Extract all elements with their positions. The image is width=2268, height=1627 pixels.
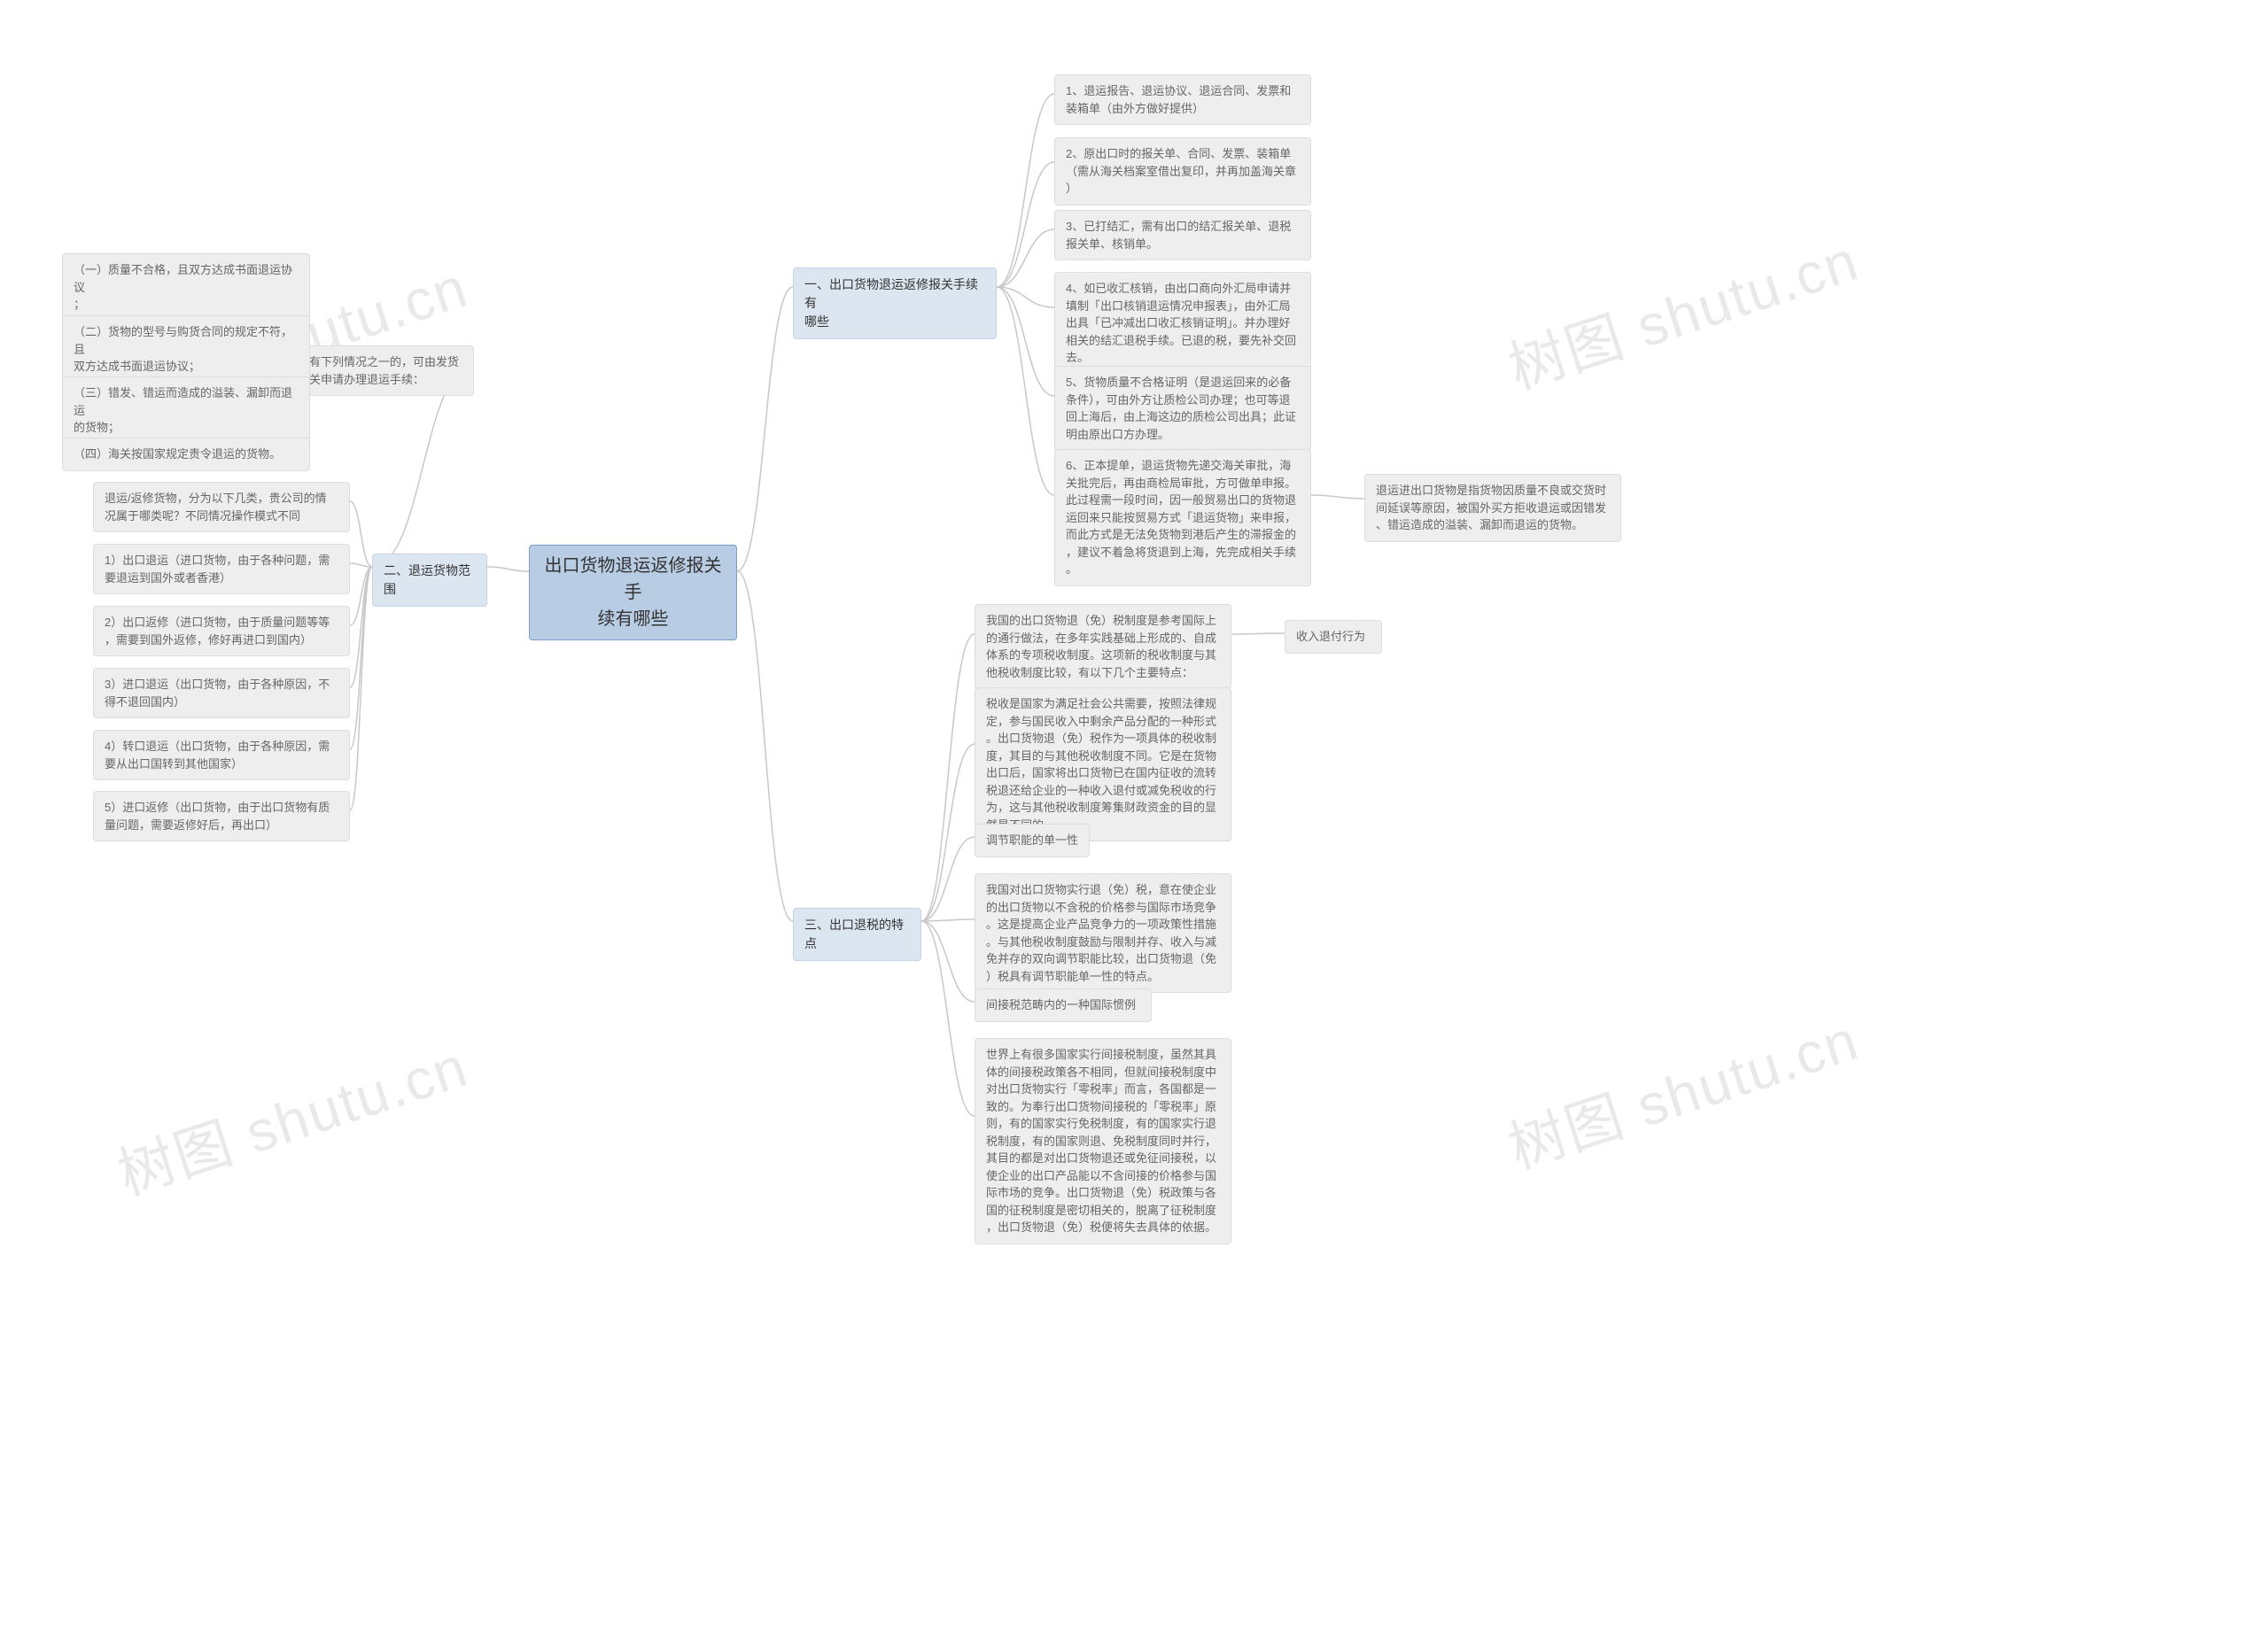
leaf-node: 我国对出口货物实行退（免）税，意在使企业 的出口货物以不含税的价格参与国际市场竞… (975, 873, 1231, 993)
leaf-node: 退运进出口货物是指货物因质量不良或交货时 间延误等原因，被国外买方拒收退运或因错… (1364, 474, 1621, 542)
leaf-node: 1）出口退运（进口货物，由于各种问题，需 要退运到国外或者香港） (93, 544, 350, 594)
mindmap-canvas: 树图 shutu.cn树图 shutu.cn树图 shutu.cn树图 shut… (0, 0, 2268, 1627)
branch-node: 三、出口退税的特点 (793, 908, 921, 961)
leaf-node: 3）进口退运（出口货物，由于各种原因，不 得不退回国内） (93, 668, 350, 718)
leaf-node: （四）海关按国家规定责令退运的货物。 (62, 438, 310, 471)
leaf-node: 6、正本提单，退运货物先递交海关审批，海 关批完后，再由商检局审批，方可做单申报… (1054, 449, 1311, 586)
leaf-node: 5、货物质量不合格证明（是退运回来的必备 条件），可由外方让质检公司办理；也可等… (1054, 366, 1311, 451)
leaf-node: 调节职能的单一性 (975, 824, 1090, 857)
branch-node: 一、出口货物退运返修报关手续有 哪些 (793, 267, 997, 339)
leaf-node: 间接税范畴内的一种国际惯例 (975, 988, 1152, 1022)
leaf-node: 2、原出口时的报关单、合同、发票、装箱单 （需从海关档案室借出复印，并再加盖海关… (1054, 137, 1311, 205)
root-node: 出口货物退运返修报关手 续有哪些 (529, 545, 737, 640)
leaf-node: 税收是国家为满足社会公共需要，按照法律规 定，参与国民收入中剩余产品分配的一种形… (975, 687, 1231, 841)
leaf-node: 世界上有很多国家实行间接税制度，虽然其具 体的间接税政策各不相同，但就间接税制度… (975, 1038, 1231, 1244)
leaf-node: （一）质量不合格，且双方达成书面退运协议 ； (62, 253, 310, 322)
leaf-node: 我国的出口货物退（免）税制度是参考国际上 的通行做法，在多年实践基础上形成的、自… (975, 604, 1231, 689)
branch-node: 二、退运货物范围 (372, 554, 487, 607)
leaf-node: 5）进口返修（出口货物，由于出口货物有质 量问题，需要返修好后，再出口） (93, 791, 350, 841)
leaf-node: （三）错发、错运而造成的溢装、漏卸而退运 的货物； (62, 376, 310, 445)
leaf-node: 1、退运报告、退运协议、退运合同、发票和 装箱单（由外方做好提供） (1054, 74, 1311, 125)
leaf-node: 2）出口返修（进口货物，由于质量问题等等 ，需要到国外返修，修好再进口到国内） (93, 606, 350, 656)
leaf-node: 4）转口退运（出口货物，由于各种原因，需 要从出口国转到其他国家） (93, 730, 350, 780)
leaf-node: （二）货物的型号与购货合同的规定不符，且 双方达成书面退运协议； (62, 315, 310, 384)
leaf-node: 4、如已收汇核销，由出口商向外汇局申请并 填制「出口核销退运情况申报表」，由外汇… (1054, 272, 1311, 375)
leaf-node: 退运/返修货物，分为以下几类，贵公司的情 况属于哪类呢？不同情况操作模式不同 (93, 482, 350, 532)
leaf-node: 3、已打结汇，需有出口的结汇报关单、退税 报关单、核销单。 (1054, 210, 1311, 260)
leaf-node: 收入退付行为 (1285, 620, 1382, 654)
